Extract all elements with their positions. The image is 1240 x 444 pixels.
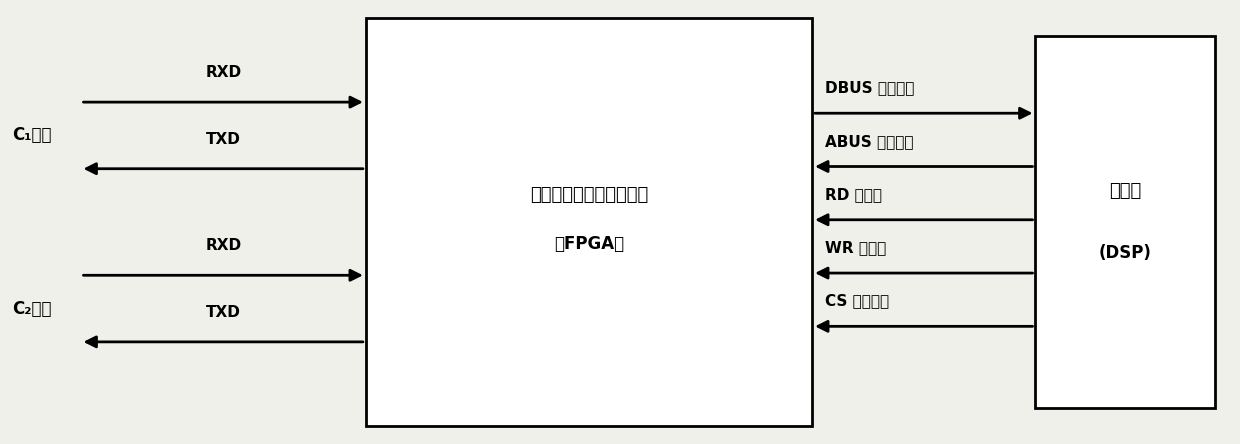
- Text: C₁通道: C₁通道: [12, 127, 52, 144]
- Text: 处理器: 处理器: [1109, 182, 1142, 200]
- Text: TXD: TXD: [206, 131, 241, 147]
- Text: DBUS 数据总线: DBUS 数据总线: [825, 80, 914, 95]
- Bar: [366, 18, 812, 426]
- Text: CS 片选信号: CS 片选信号: [825, 293, 889, 309]
- Text: (DSP): (DSP): [1099, 244, 1152, 262]
- Text: RXD: RXD: [205, 65, 242, 80]
- Text: TXD: TXD: [206, 305, 241, 320]
- Text: RD 读信号: RD 读信号: [825, 187, 882, 202]
- Text: ABUS 地址总线: ABUS 地址总线: [825, 134, 913, 149]
- Bar: [1035, 36, 1215, 408]
- Text: 串行数据包处理缓存单元: 串行数据包处理缓存单元: [529, 186, 649, 204]
- Text: WR 写信号: WR 写信号: [825, 240, 885, 255]
- Text: C₂通道: C₂通道: [12, 300, 52, 317]
- Text: RXD: RXD: [205, 238, 242, 253]
- Text: （FPGA）: （FPGA）: [554, 235, 624, 253]
